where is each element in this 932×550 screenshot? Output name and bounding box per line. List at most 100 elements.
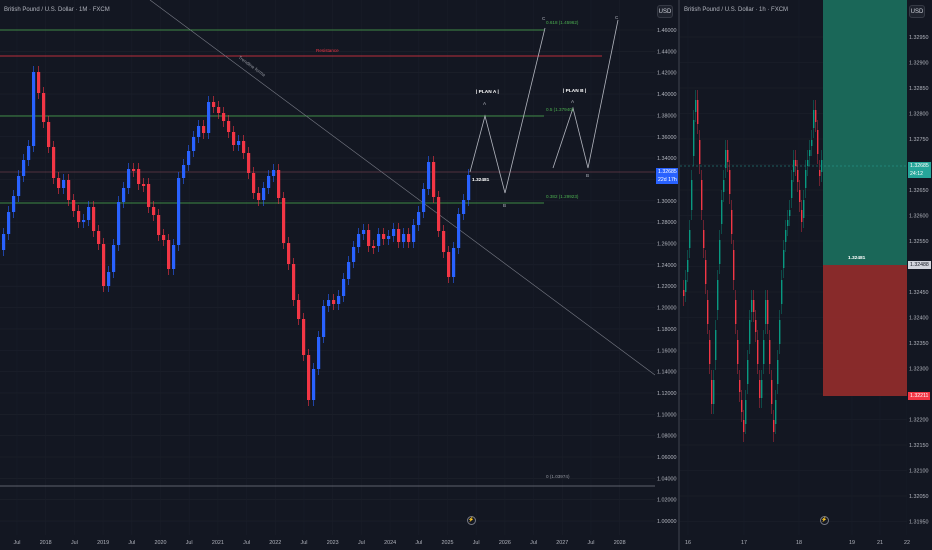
monthly-price-tick: 1.10000: [657, 412, 677, 418]
monthly-candle-body: [432, 162, 436, 197]
monthly-time-axis-bg: [0, 535, 678, 550]
hourly-price-tick: 1.32450: [909, 290, 929, 296]
hourly-price-tick: 1.32150: [909, 443, 929, 449]
hourly-time-tick: 19: [849, 540, 855, 546]
monthly-candle-body: [32, 72, 36, 146]
hourly-candle-body: [751, 300, 753, 312]
monthly-price-tick: 1.44000: [657, 49, 677, 55]
monthly-time-tick: Jul: [358, 540, 365, 546]
monthly-candle-body: [222, 113, 226, 121]
hourly-candle-body: [705, 260, 707, 284]
hourly-candle-body: [761, 380, 763, 398]
monthly-candle-body: [387, 236, 391, 239]
hourly-candle-body: [695, 100, 697, 112]
hourly-candle-body: [757, 340, 759, 364]
monthly-price-tick: 1.26000: [657, 242, 677, 248]
tradingview-logo-icon-2[interactable]: ⚡: [820, 516, 829, 525]
monthly-candle-body: [407, 234, 411, 242]
hourly-candle-body: [697, 100, 699, 124]
fib-0-label: 0 (1.03974): [546, 474, 570, 479]
monthly-price-axis[interactable]: 1.46000 1.44000 1.42000 1.40000 1.38000 1.360…: [655, 0, 678, 550]
monthly-candle-body: [182, 165, 186, 178]
monthly-chart-canvas[interactable]: Resistance Trendline forma 0.618 (1.4596…: [0, 0, 678, 550]
trendline-label: Trendline forma: [237, 55, 266, 78]
monthly-candle-body: [317, 337, 321, 369]
monthly-chart-pane[interactable]: Resistance Trendline forma 0.618 (1.4596…: [0, 0, 678, 550]
monthly-candle-body: [337, 296, 341, 304]
hourly-price-value: 1.32685: [910, 163, 929, 169]
monthly-candle-body: [212, 102, 216, 107]
monthly-candle-body: [122, 188, 126, 202]
monthly-candle-body: [282, 198, 286, 243]
monthly-candle-body: [202, 126, 206, 133]
hourly-chart-pane[interactable]: 1.32481 1.32950 1.32900 1.32850 1.32800 1.32…: [680, 0, 932, 550]
monthly-countdown: 22d 17h: [658, 177, 677, 183]
monthly-candle-body: [72, 200, 76, 211]
monthly-candle-body: [277, 170, 281, 198]
monthly-price-tick: 1.16000: [657, 348, 677, 354]
hourly-time-axis[interactable]: 16 17 18 19 21 22: [680, 535, 932, 550]
target-zone: [823, 0, 907, 265]
monthly-time-tick: Jul: [530, 540, 537, 546]
monthly-candle-body: [397, 229, 401, 242]
monthly-candle-body: [152, 207, 156, 215]
monthly-price-tick: 1.12000: [657, 391, 677, 397]
hourly-candle-body: [715, 330, 717, 360]
monthly-candle-body: [82, 220, 86, 222]
monthly-price-tag: 1.32685 22d 17h: [656, 168, 678, 184]
monthly-candle-body: [267, 176, 271, 188]
monthly-price-tick: 1.24000: [657, 263, 677, 269]
monthly-currency-button[interactable]: USD: [657, 5, 673, 18]
monthly-candle-body: [167, 240, 171, 269]
monthly-candle-body: [392, 229, 396, 236]
hourly-candle-body: [747, 360, 749, 384]
hourly-currency-button[interactable]: USD: [909, 5, 925, 18]
monthly-candle-body: [77, 211, 81, 222]
monthly-candle-body: [272, 170, 276, 176]
hourly-chart-canvas[interactable]: 1.32481 1.32950 1.32900 1.32850 1.32800 1.32…: [680, 0, 932, 550]
monthly-candle-body: [27, 146, 31, 160]
hourly-candle-body: [785, 230, 787, 242]
hourly-candle-body: [753, 300, 755, 312]
hourly-candle-body: [721, 200, 723, 224]
monthly-price-tick: 1.00000: [657, 519, 677, 525]
hourly-candle-body: [703, 230, 705, 248]
hourly-candle-body: [781, 280, 783, 304]
tradingview-logo-icon[interactable]: ⚡: [467, 516, 476, 525]
monthly-candle-body: [117, 202, 121, 245]
hourly-candle-body: [805, 170, 807, 188]
hourly-price-tick: 1.32750: [909, 137, 929, 143]
monthly-candle-body: [322, 306, 326, 337]
monthly-candle-body: [427, 162, 431, 189]
monthly-time-tick: 2028: [614, 540, 626, 546]
hourly-candle-body: [745, 400, 747, 424]
monthly-price-axis-bg: [655, 0, 678, 550]
hourly-time-tick: 17: [741, 540, 747, 546]
monthly-candle-body: [357, 234, 361, 247]
monthly-candle-body: [227, 121, 231, 132]
fib-0618-label: 0.618 (1.45962): [546, 20, 579, 25]
hourly-price-axis[interactable]: 1.329501.329001.328501.328001.327501.327…: [907, 0, 932, 550]
monthly-price-tick: 1.02000: [657, 498, 677, 504]
hourly-candle-body: [717, 280, 719, 310]
monthly-time-tick: 2023: [327, 540, 339, 546]
monthly-time-tick: Jul: [301, 540, 308, 546]
hourly-chart-title: British Pound / U.S. Dollar · 1h · FXCM: [684, 7, 789, 13]
hourly-price-tick: 1.32950: [909, 35, 929, 41]
hourly-candle-body: [709, 340, 711, 364]
hourly-price-tick: 1.32100: [909, 469, 929, 475]
monthly-time-axis[interactable]: Jul 2018 Jul 2019 Jul 2020 Jul 2021 Jul 2022 Jul 20…: [0, 535, 678, 550]
hourly-price-axis-bg: [907, 0, 932, 550]
hourly-candle-body: [821, 160, 823, 172]
monthly-price-tick: 1.18000: [657, 327, 677, 333]
monthly-time-tick: 2024: [384, 540, 396, 546]
hourly-candle-body: [771, 380, 773, 404]
monthly-candle-body: [367, 230, 371, 246]
pane-divider[interactable]: [678, 0, 680, 550]
hourly-candle-body: [713, 380, 715, 404]
wave-b-label-2: B: [586, 173, 589, 178]
hourly-price-tick: 1.32400: [909, 316, 929, 322]
monthly-candle-body: [7, 212, 11, 234]
hourly-candle-body: [723, 180, 725, 192]
